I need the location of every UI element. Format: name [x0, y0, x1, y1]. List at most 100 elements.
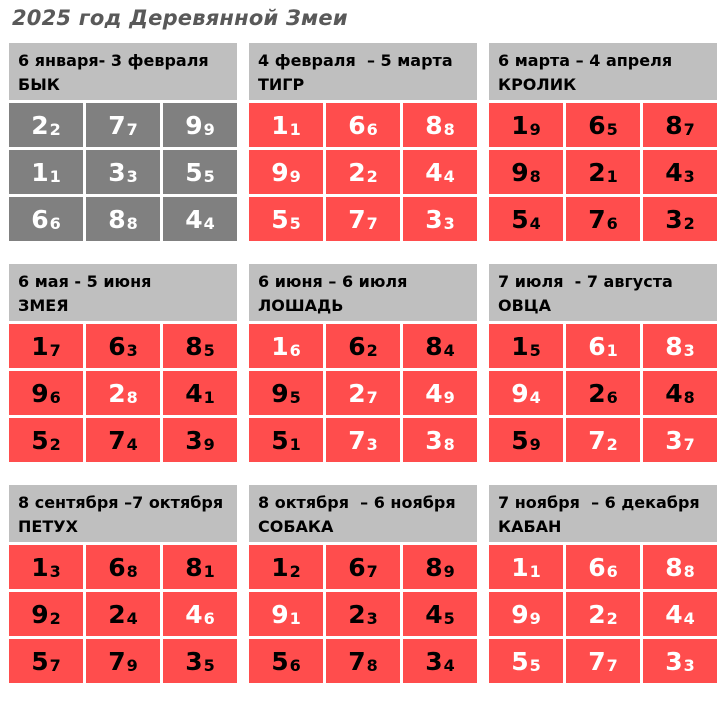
cell-sub-number: 1 — [203, 387, 215, 407]
period-panel: 6 января- 3 февраля БЫК 2 2 7 7 9 9 1 1 3 3 5 5 6 6 8 8 4 4 — [9, 43, 237, 241]
period-range: 6 мая - 5 июня — [18, 272, 152, 291]
cell-sub-number: 7 — [683, 119, 695, 139]
cell-main-number: 3 — [185, 425, 203, 455]
cell-main-number: 3 — [665, 204, 683, 234]
cell-main-number: 1 — [31, 157, 49, 187]
cell-main-number: 5 — [31, 646, 49, 676]
cell-main-number: 6 — [588, 331, 606, 361]
cell-main-number: 9 — [31, 599, 49, 629]
cell-main-number: 2 — [348, 378, 366, 408]
cell-sub-number: 1 — [289, 608, 301, 628]
cell-main-number: 5 — [511, 425, 529, 455]
cell-sub-number: 8 — [529, 166, 541, 186]
cell-main-number: 7 — [588, 425, 606, 455]
cell-sub-number: 9 — [289, 166, 301, 186]
cell-main-number: 6 — [348, 110, 366, 140]
cell-main-number: 7 — [108, 110, 126, 140]
cell-sub-number: 2 — [606, 434, 618, 454]
cell-sub-number: 2 — [49, 608, 61, 628]
cell-sub-number: 5 — [443, 608, 455, 628]
cell-main-number: 8 — [665, 552, 683, 582]
cell-main-number: 4 — [425, 378, 443, 408]
cell-sub-number: 7 — [366, 387, 378, 407]
cell-sub-number: 6 — [606, 213, 618, 233]
cell-sub-number: 1 — [289, 434, 301, 454]
period-animal: ПЕТУХ — [18, 517, 78, 536]
period-range: 7 июля - 7 августа — [498, 272, 673, 291]
period-panel: 6 марта – 4 апреля КРОЛИК 1 9 6 5 8 7 9 8 2 1 4 3 5 4 7 6… — [489, 43, 717, 241]
cell-sub-number: 8 — [443, 434, 455, 454]
period-animal: КРОЛИК — [498, 75, 577, 94]
period-header: 8 сентября –7 октября ПЕТУХ — [9, 485, 237, 542]
cell-sub-number: 4 — [443, 340, 455, 360]
cell-sub-number: 5 — [529, 340, 541, 360]
cell-sub-number: 8 — [683, 561, 695, 581]
cell-main-number: 3 — [185, 646, 203, 676]
cell-sub-number: 5 — [203, 655, 215, 675]
cell-main-number: 6 — [108, 552, 126, 582]
cell-main-number: 2 — [588, 378, 606, 408]
period-header: 4 февраля – 5 марта ТИГР — [249, 43, 477, 100]
cell-sub-number: 2 — [683, 213, 695, 233]
cell-main-number: 8 — [665, 331, 683, 361]
cell-main-number: 4 — [665, 599, 683, 629]
cell-sub-number: 1 — [203, 561, 215, 581]
cell-sub-number: 6 — [606, 387, 618, 407]
period-header: 6 июня – 6 июля ЛОШАДЬ — [249, 264, 477, 321]
cell-main-number: 2 — [108, 378, 126, 408]
cell-main-number: 8 — [425, 331, 443, 361]
cell-main-number: 1 — [31, 331, 49, 361]
period-header: 7 июля - 7 августа ОВЦА — [489, 264, 717, 321]
cell-sub-number: 2 — [289, 561, 301, 581]
cell-sub-number: 1 — [49, 166, 61, 186]
cell-main-number: 7 — [348, 425, 366, 455]
cell-main-number: 9 — [271, 157, 289, 187]
cell-main-number: 3 — [665, 425, 683, 455]
period-header: 7 ноября – 6 декабря КАБАН — [489, 485, 717, 542]
cell-main-number: 5 — [31, 425, 49, 455]
period-animal: СОБАКА — [258, 517, 334, 536]
cell-sub-number: 9 — [443, 387, 455, 407]
cell-main-number: 5 — [271, 204, 289, 234]
period-range: 7 ноября – 6 декабря — [498, 493, 700, 512]
cell-sub-number: 7 — [49, 340, 61, 360]
cell-sub-number: 6 — [203, 608, 215, 628]
cell-main-number: 3 — [665, 646, 683, 676]
period-header: 6 мая - 5 июня ЗМЕЯ — [9, 264, 237, 321]
cell-main-number: 4 — [665, 378, 683, 408]
cell-main-number: 8 — [108, 204, 126, 234]
